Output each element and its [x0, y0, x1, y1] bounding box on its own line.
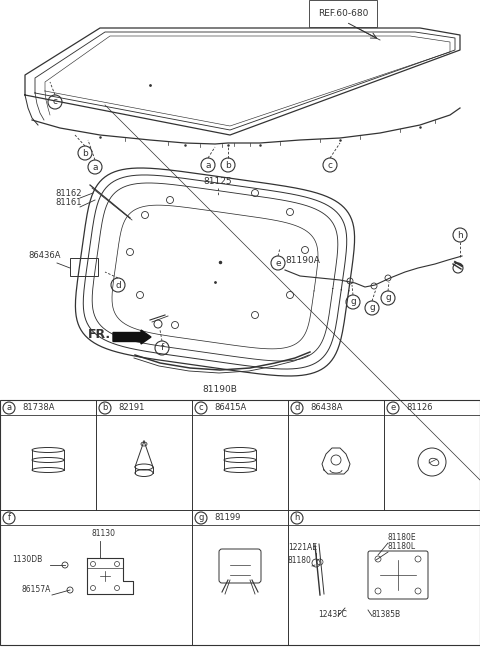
Text: g: g [385, 294, 391, 303]
Text: 81738A: 81738A [22, 404, 55, 413]
Bar [0, 400, 480, 645]
Text: a: a [92, 163, 98, 172]
Text: 81190A: 81190A [285, 256, 320, 265]
Bar [70, 258, 98, 276]
Text: FR.: FR. [88, 328, 111, 341]
Text: b: b [82, 148, 88, 157]
Text: 86415A: 86415A [214, 404, 246, 413]
Text: 1130DB: 1130DB [12, 555, 42, 564]
Text: REF.60-680: REF.60-680 [318, 9, 368, 18]
Text: h: h [294, 513, 300, 522]
Text: 81180E: 81180E [388, 533, 417, 542]
Text: a: a [6, 404, 12, 413]
Text: c: c [199, 404, 204, 413]
Text: 86436A: 86436A [28, 251, 60, 260]
Text: e: e [390, 404, 396, 413]
Text: g: g [350, 297, 356, 307]
Text: 81130: 81130 [92, 529, 116, 538]
Text: g: g [198, 513, 204, 522]
Text: 81126: 81126 [406, 404, 432, 413]
Text: c: c [52, 97, 58, 106]
Text: 81180: 81180 [288, 556, 312, 565]
Text: 82191: 82191 [118, 404, 144, 413]
Text: 81385B: 81385B [372, 610, 401, 619]
Text: 81162: 81162 [55, 189, 82, 198]
Text: 86438A: 86438A [310, 404, 343, 413]
Text: 1243FC: 1243FC [318, 610, 347, 619]
Text: 81190B: 81190B [203, 385, 238, 394]
Text: 81199: 81199 [214, 513, 240, 522]
Text: 1221AE: 1221AE [288, 543, 317, 552]
Text: h: h [457, 231, 463, 240]
Text: d: d [115, 281, 121, 290]
Text: 81161: 81161 [55, 198, 82, 207]
Text: e: e [275, 259, 281, 268]
Text: 81125: 81125 [204, 177, 232, 186]
Text: c: c [327, 161, 333, 170]
Text: f: f [8, 513, 11, 522]
Text: 86157A: 86157A [22, 585, 51, 594]
Text: b: b [102, 404, 108, 413]
FancyArrow shape [113, 330, 151, 344]
Text: b: b [225, 161, 231, 170]
Text: d: d [294, 404, 300, 413]
Text: a: a [205, 161, 211, 170]
Text: 81180L: 81180L [388, 542, 416, 551]
Text: g: g [369, 303, 375, 312]
Text: f: f [160, 343, 164, 353]
